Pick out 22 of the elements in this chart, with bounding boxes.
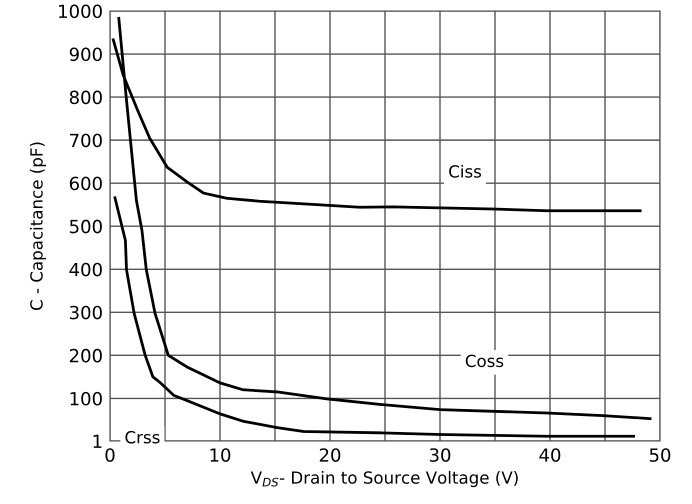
x-axis-title: V$_{DS}$- Drain to Source Voltage (V) [250,470,518,488]
y-tick-label: 300 [70,306,102,320]
y-tick-label: 900 [70,48,102,62]
y-tick-label: 500 [70,220,102,234]
x-tick-label: 20 [320,448,340,462]
x-tick-label: 40 [539,448,560,462]
y-tick-label: 100 [70,392,102,406]
text: Crss [125,430,160,444]
y-tick-label: 200 [70,348,102,362]
y-tick-label: 800 [70,90,102,104]
y-tick-label: 400 [69,262,102,276]
text: Coss [466,354,504,368]
x-tick-label: 30 [430,448,450,462]
y-tick-label: 600 [70,176,102,190]
x-tick-label: 0 [105,448,115,462]
y-tick-label: 1 [94,434,102,448]
y-tick-label: 700 [70,134,102,148]
y-axis-title: C - Capacitance (pF) [30,142,46,310]
x-tick-label: 50 [650,448,670,462]
y-tick-label: 1000 [59,4,102,18]
x-tick-label: 10 [210,448,230,462]
series-label: Ciss [449,164,482,178]
